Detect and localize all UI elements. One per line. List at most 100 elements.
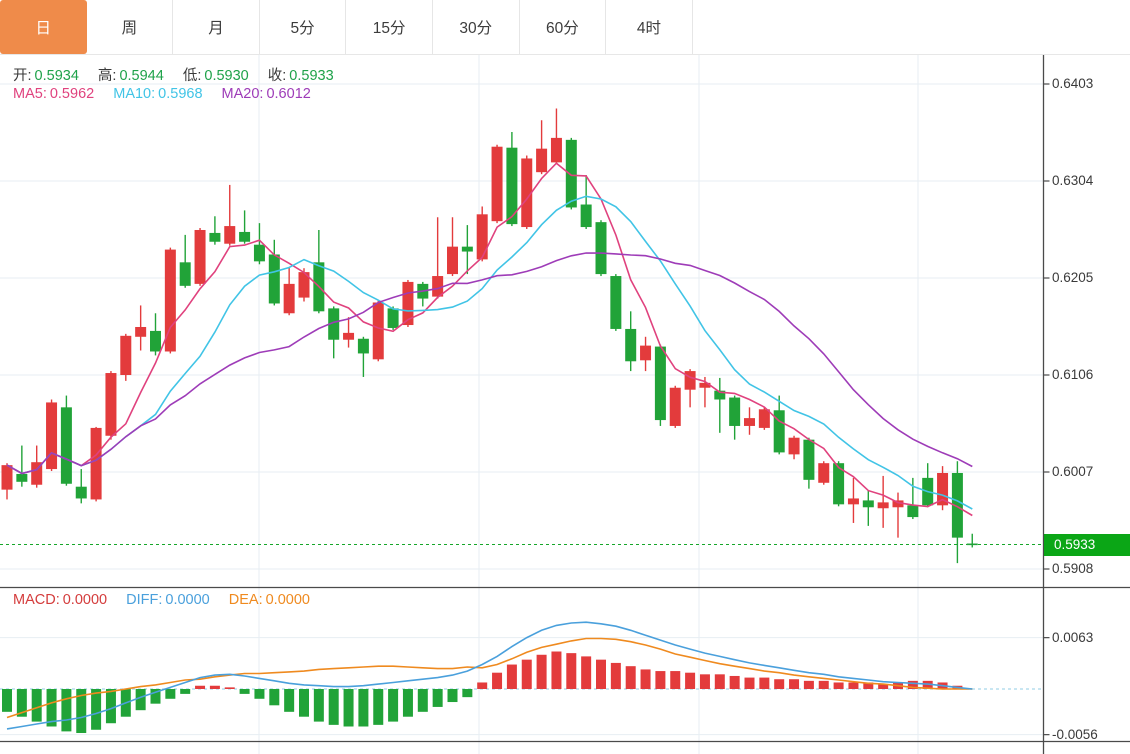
macd-bar <box>566 653 577 689</box>
macd-bar <box>224 687 235 689</box>
candle-up <box>105 373 117 436</box>
close-label: 收: <box>267 68 287 84</box>
diff-value: 0.0000 <box>165 592 210 608</box>
candle-up <box>758 409 770 428</box>
macd-bar <box>714 674 725 689</box>
price-axis-tick: 0.6403 <box>1052 76 1094 91</box>
ma5-line <box>6 162 973 517</box>
macd-bar <box>31 689 42 722</box>
macd-bar <box>343 689 354 727</box>
candle-down <box>461 246 473 252</box>
price-axis-tick: 0.6007 <box>1052 464 1094 479</box>
candle-up <box>135 326 147 337</box>
high-label: 高: <box>97 68 117 84</box>
macd-bar <box>789 679 800 689</box>
macd-bar <box>76 689 87 734</box>
candle-up <box>343 332 355 340</box>
open-readout: 开: 0.5934 <box>13 68 79 84</box>
macd-bar <box>16 689 27 717</box>
candle-up <box>684 371 696 390</box>
candle-down <box>506 147 518 225</box>
candle-up <box>491 146 503 222</box>
candle-down <box>654 346 666 421</box>
macd-bar <box>848 682 859 689</box>
macd-bar <box>373 689 384 725</box>
ma5-label: MA5: <box>13 86 47 102</box>
low-label: 低: <box>182 68 202 84</box>
last-price-text: 0.5933 <box>1054 536 1096 552</box>
ma-readout: MA5: 0.5962 MA10: 0.5968 MA20: 0.6012 <box>13 86 326 102</box>
macd-bar <box>521 659 532 689</box>
macd-bar <box>299 689 309 717</box>
macd-bar <box>150 689 161 704</box>
macd-bar <box>447 689 458 703</box>
candle-up <box>46 402 58 470</box>
candle-down <box>357 338 369 354</box>
candle-up <box>640 345 652 361</box>
macd-bar <box>685 672 696 689</box>
ohlc-readout: 开: 0.5934 高: 0.5944 低: 0.5930 收: 0.5933 <box>13 64 349 85</box>
price-axis-tick: 0.5908 <box>1052 561 1094 576</box>
timeframe-tab-4时[interactable]: 4时 <box>606 0 693 54</box>
candle-down <box>253 244 265 262</box>
macd-bar <box>165 689 176 699</box>
candle-up <box>550 137 562 163</box>
dea-label: DEA: <box>228 592 263 608</box>
candle-up <box>892 500 904 508</box>
timeframe-tab-周[interactable]: 周 <box>87 0 174 54</box>
candle-up <box>937 472 949 506</box>
ma20-label: MA20: <box>221 86 264 102</box>
candle-down <box>565 139 577 208</box>
candle-down <box>150 330 161 352</box>
candle-down <box>625 328 637 362</box>
candle-down <box>951 472 963 538</box>
candle-up <box>476 214 488 260</box>
macd-bar <box>610 662 621 689</box>
timeframe-tab-30分[interactable]: 30分 <box>433 0 520 54</box>
price-axis-tick: 0.6205 <box>1052 270 1094 285</box>
macd-bar <box>907 680 918 689</box>
macd-bar <box>596 659 606 689</box>
candle-down <box>833 463 845 505</box>
candle-down <box>729 397 741 426</box>
price-axis-tick: 0.6106 <box>1052 367 1094 382</box>
macd-bar <box>699 674 710 689</box>
ma20-line <box>6 252 973 475</box>
macd-bar <box>91 689 102 730</box>
timeframe-tab-5分[interactable]: 5分 <box>260 0 347 54</box>
timeframe-tab-60分[interactable]: 60分 <box>520 0 607 54</box>
candle-up <box>194 229 206 284</box>
macd-bar <box>2 689 12 712</box>
candle-up <box>432 276 444 297</box>
candle-up <box>90 427 102 500</box>
candle-down <box>907 505 919 518</box>
macd-bar <box>774 679 785 689</box>
high-value: 0.5944 <box>119 68 164 84</box>
macd-bar <box>417 689 428 712</box>
macd-bar <box>922 680 933 689</box>
ma10-label: MA10: <box>113 86 156 102</box>
timeframe-tab-日[interactable]: 日 <box>0 0 87 54</box>
macd-bar <box>878 684 889 689</box>
macd-readout: MACD: 0.0000 DIFF: 0.0000 DEA: 0.0000 <box>13 592 325 608</box>
low-readout: 低: 0.5930 <box>183 68 249 84</box>
macd-bar <box>759 677 770 689</box>
macd-axis-tick: 0.0063 <box>1052 629 1094 645</box>
macd-bar <box>818 680 829 689</box>
timeframe-tab-15分[interactable]: 15分 <box>346 0 433 54</box>
candle-down <box>16 473 28 482</box>
macd-bar <box>328 689 339 725</box>
macd-bar <box>581 656 592 689</box>
ma5-value: 0.5962 <box>49 86 95 102</box>
macd-bar <box>729 675 740 689</box>
macd-bar <box>640 669 651 689</box>
candle-up <box>402 281 414 326</box>
open-label: 开: <box>13 68 32 84</box>
candle-up <box>283 283 295 314</box>
candle-up <box>877 502 889 509</box>
candle-up <box>164 249 176 352</box>
timeframe-tab-月[interactable]: 月 <box>173 0 260 54</box>
macd-bar <box>239 689 250 694</box>
